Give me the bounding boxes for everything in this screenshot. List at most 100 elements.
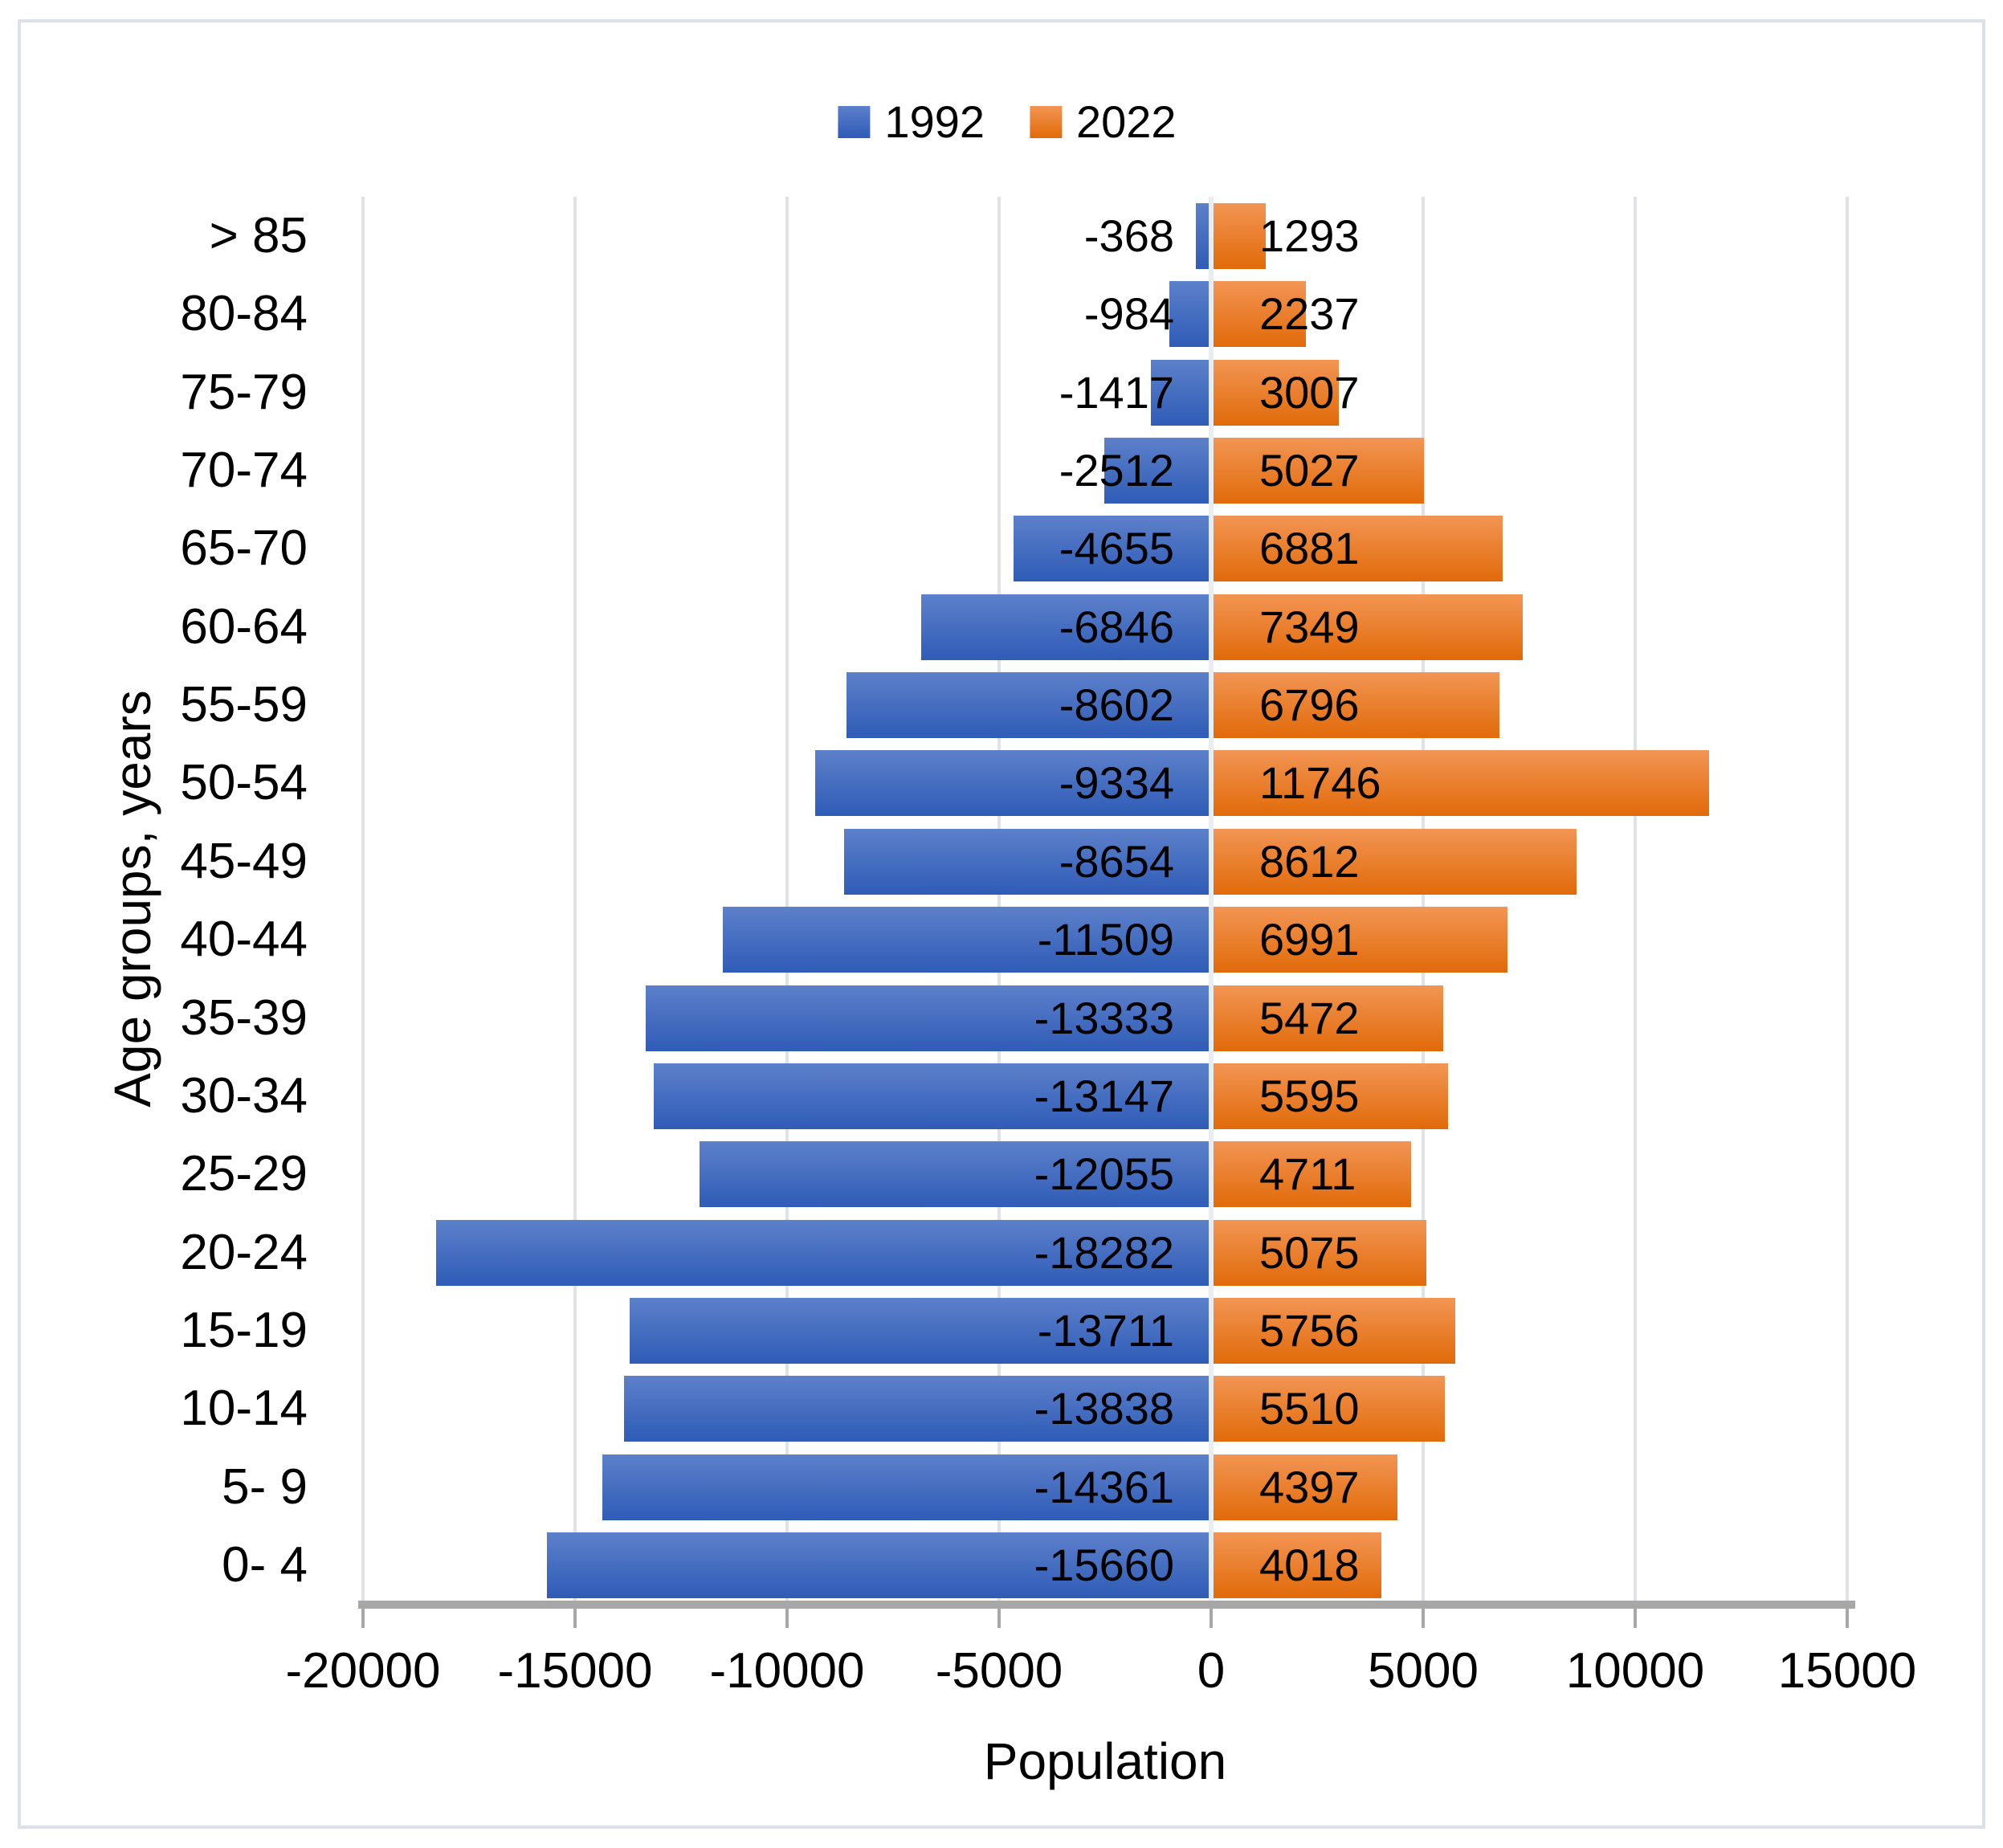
category-label: 25-29 — [180, 1146, 308, 1202]
value-label-1992: -4655 — [1059, 523, 1174, 574]
bar-2022 — [1211, 438, 1425, 504]
value-label-1992: -15660 — [1034, 1539, 1174, 1590]
value-label-1992: -8602 — [1059, 679, 1174, 731]
category-label: 65-70 — [180, 520, 308, 577]
category-label: 30-34 — [180, 1067, 308, 1124]
value-label-2022: 5510 — [1259, 1383, 1360, 1434]
bar-1992 — [1104, 438, 1211, 504]
value-label-2022: 6881 — [1259, 523, 1360, 574]
value-label-2022: 5027 — [1259, 445, 1360, 496]
bar-1992 — [1169, 281, 1211, 348]
bar-1992 — [846, 672, 1211, 739]
bar-2022 — [1211, 1219, 1426, 1286]
category-label: 5- 9 — [222, 1458, 308, 1515]
value-label-1992: -2512 — [1059, 445, 1174, 496]
category-label: 75-79 — [180, 364, 308, 420]
x-axis-tick — [1210, 1609, 1213, 1628]
legend-swatch-1992-icon — [838, 106, 871, 138]
y-axis-title: Age groups, years — [104, 690, 161, 1108]
x-axis-tick — [785, 1609, 789, 1628]
value-label-2022: 6991 — [1259, 914, 1360, 965]
x-tick-label: -15000 — [497, 1643, 653, 1699]
value-label-2022: 11746 — [1259, 757, 1381, 809]
bar-2022 — [1211, 1063, 1449, 1129]
gridline — [573, 197, 577, 1601]
bar-2022 — [1211, 750, 1710, 817]
value-label-2022: 5756 — [1259, 1304, 1360, 1356]
bar-1992 — [624, 1376, 1211, 1442]
value-label-2022: 6796 — [1259, 679, 1360, 731]
value-label-1992: -6846 — [1059, 601, 1174, 652]
value-label-2022: 4711 — [1259, 1148, 1356, 1200]
x-tick-label: 10000 — [1565, 1643, 1705, 1699]
category-label: 10-14 — [180, 1381, 308, 1437]
gridline — [361, 197, 365, 1601]
value-label-1992: -368 — [1083, 210, 1174, 261]
legend-label-1992: 1992 — [884, 96, 985, 147]
x-tick-label: 0 — [1197, 1643, 1226, 1699]
gridline — [1634, 197, 1637, 1601]
bar-2022 — [1211, 516, 1503, 582]
bar-1992 — [1014, 516, 1211, 582]
value-label-2022: 2237 — [1259, 288, 1360, 340]
value-label-2022: 4397 — [1259, 1461, 1360, 1512]
bar-1992 — [630, 1297, 1211, 1364]
bar-2022 — [1211, 672, 1499, 739]
bar-2022 — [1211, 1376, 1445, 1442]
x-tick-label: -5000 — [935, 1643, 1063, 1699]
category-label: 60-64 — [180, 598, 308, 655]
category-label: 45-49 — [180, 833, 308, 889]
bar-2022 — [1211, 985, 1443, 1051]
category-label: 40-44 — [180, 912, 308, 968]
gridline — [785, 197, 789, 1601]
bar-1992 — [723, 907, 1211, 973]
value-label-1992: -13147 — [1034, 1070, 1174, 1121]
x-axis-tick — [1846, 1609, 1849, 1628]
x-axis-tick — [573, 1609, 577, 1628]
bar-1992 — [435, 1219, 1211, 1286]
value-label-1992: -14361 — [1034, 1461, 1174, 1512]
bar-1992 — [646, 985, 1211, 1051]
bar-1992 — [815, 750, 1211, 817]
x-axis-tick — [361, 1609, 365, 1628]
legend-item-2022: 2022 — [1030, 98, 1177, 146]
legend-item-1992: 1992 — [838, 98, 985, 146]
bar-1992 — [1151, 359, 1211, 426]
x-axis-tick — [1422, 1609, 1425, 1628]
value-label-1992: -13711 — [1037, 1304, 1174, 1356]
value-label-2022: 5075 — [1259, 1226, 1360, 1278]
category-label: 15-19 — [180, 1302, 308, 1358]
bar-1992 — [602, 1454, 1211, 1520]
category-label: > 85 — [209, 208, 308, 263]
legend: 1992 2022 — [838, 98, 1177, 146]
value-label-1992: -8654 — [1059, 835, 1174, 887]
legend-label-2022: 2022 — [1076, 96, 1177, 147]
value-label-1992: -11509 — [1037, 914, 1174, 965]
x-tick-label: 15000 — [1777, 1643, 1917, 1699]
value-label-1992: -13333 — [1034, 992, 1174, 1043]
value-label-2022: 3007 — [1259, 366, 1360, 418]
gridline — [1846, 197, 1849, 1601]
value-label-1992: -9334 — [1059, 757, 1174, 809]
gridline — [1422, 197, 1425, 1601]
x-axis-tick — [997, 1609, 1001, 1628]
bar-2022 — [1211, 907, 1508, 973]
bar-2022 — [1211, 1454, 1398, 1520]
bar-1992 — [1195, 203, 1211, 269]
bar-1992 — [700, 1141, 1211, 1208]
x-tick-label: 5000 — [1368, 1643, 1479, 1699]
bar-2022 — [1211, 203, 1267, 269]
legend-swatch-2022-icon — [1030, 106, 1062, 138]
value-label-1992: -1417 — [1059, 366, 1174, 418]
bar-1992 — [547, 1532, 1211, 1598]
value-label-2022: 7349 — [1259, 601, 1360, 652]
value-label-2022: 5472 — [1259, 992, 1360, 1043]
category-label: 20-24 — [180, 1224, 308, 1280]
bar-2022 — [1211, 359, 1339, 426]
bar-1992 — [920, 594, 1211, 660]
value-label-1992: -984 — [1083, 288, 1174, 340]
category-label: 0- 4 — [222, 1536, 308, 1593]
zero-axis-line — [1209, 197, 1214, 1601]
category-label: 70-74 — [180, 443, 308, 499]
bar-2022 — [1211, 281, 1307, 348]
